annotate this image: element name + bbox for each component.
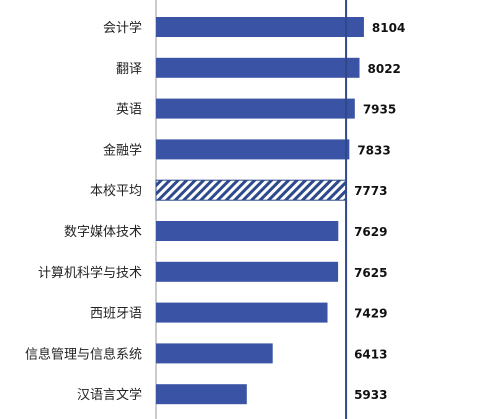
bar-4: [155, 179, 347, 201]
category-labels: 会计学翻译英语金融学本校平均数字媒体技术计算机科学与技术西班牙语信息管理与信息系…: [25, 20, 142, 403]
value-label-6: 7625: [354, 266, 387, 280]
bar-3: [156, 139, 350, 160]
bar-7: [156, 302, 328, 323]
value-label-1: 8022: [368, 62, 401, 76]
category-label-3: 金融学: [103, 142, 142, 158]
bar-2: [156, 98, 355, 119]
category-label-4: 本校平均: [90, 183, 142, 199]
category-label-5: 数字媒体技术: [64, 225, 142, 240]
bar-5: [156, 221, 339, 241]
bars-group: [155, 17, 364, 405]
value-labels: 8104 8022 7935 7833 7773 7629 7625 7429 6413 5933: [354, 21, 405, 402]
value-label-5: 7629: [354, 225, 387, 239]
category-label-7: 西班牙语: [90, 307, 142, 322]
bar-0: [156, 17, 364, 37]
category-label-8: 信息管理与信息系统: [25, 346, 142, 362]
value-label-2: 7935: [363, 103, 396, 117]
value-label-0: 8104: [372, 21, 405, 35]
value-label-3: 7833: [357, 143, 390, 157]
value-label-4: 7773: [354, 184, 387, 198]
category-label-9: 汉语言文学: [77, 387, 142, 403]
value-label-7: 7429: [354, 307, 387, 321]
value-label-9: 5933: [354, 388, 387, 402]
bar-1: [156, 57, 360, 78]
bar-9: [156, 384, 247, 405]
category-label-1: 翻译: [116, 62, 142, 77]
value-label-8: 6413: [354, 347, 387, 361]
category-label-0: 会计学: [103, 20, 142, 36]
category-label-2: 英语: [116, 103, 142, 118]
bar-6: [156, 261, 339, 282]
category-label-6: 计算机科学与技术: [38, 265, 142, 281]
bar-8: [156, 343, 273, 364]
